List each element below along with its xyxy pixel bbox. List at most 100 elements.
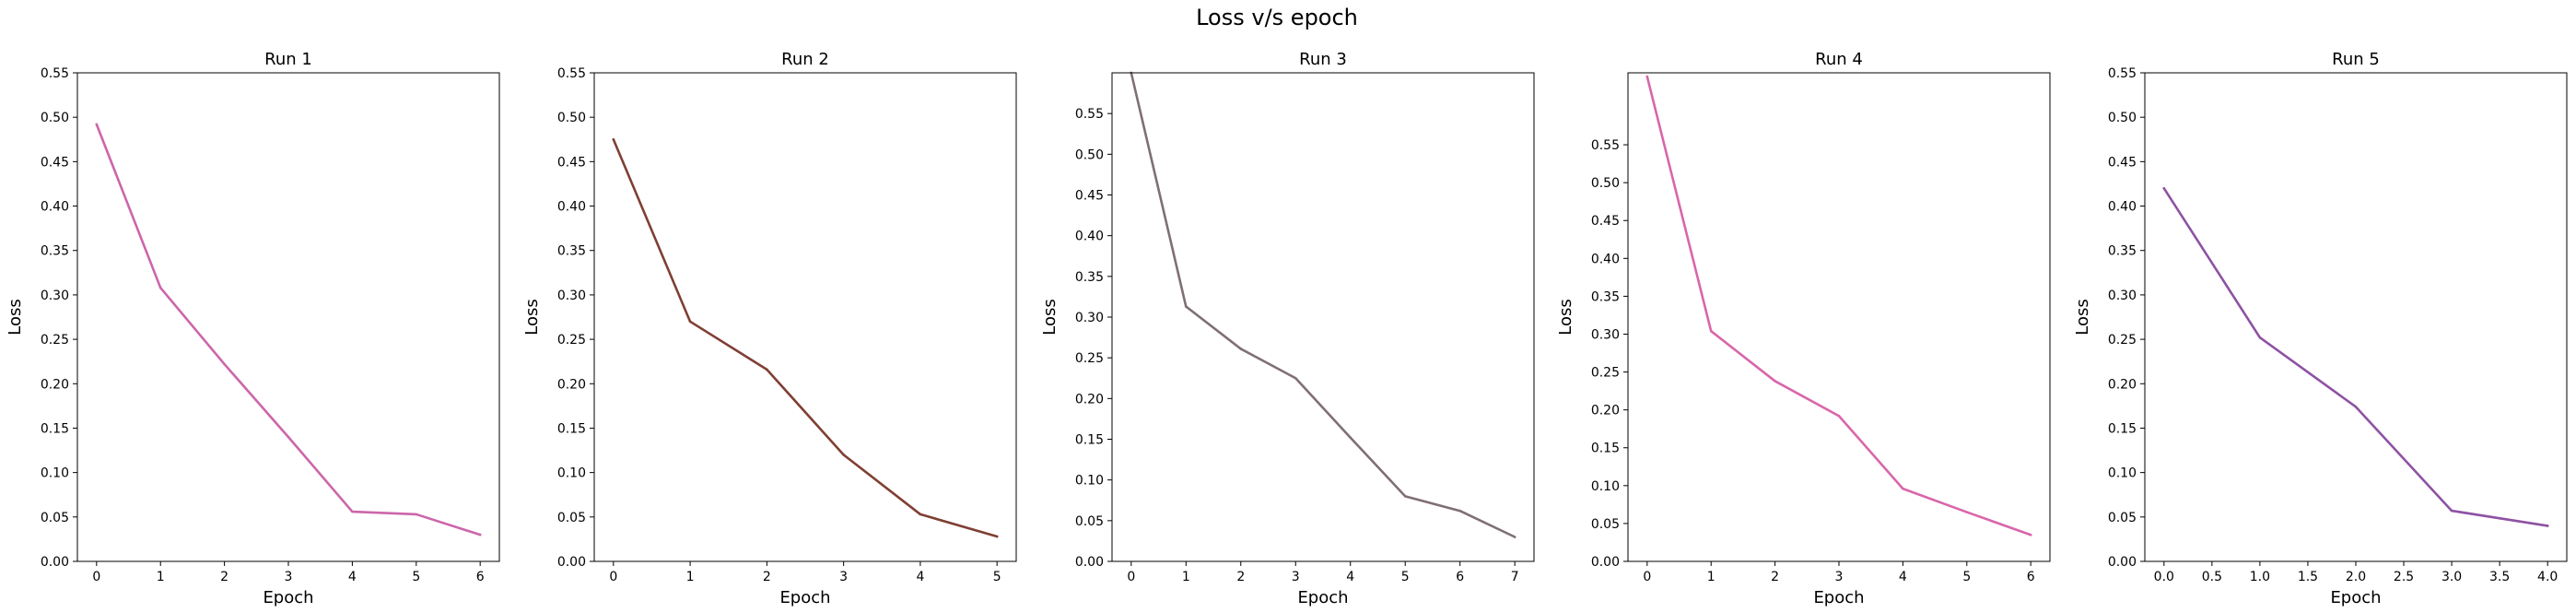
y-tick-label: 0.35 [41, 244, 69, 259]
x-tick-label: 3 [1292, 570, 1300, 584]
y-tick-label: 0.25 [41, 333, 69, 348]
data-point [766, 368, 768, 371]
data-point [1458, 509, 1462, 513]
y-tick-label: 0.20 [41, 377, 69, 392]
y-tick-label: 0.10 [557, 466, 586, 481]
loss-series-line [612, 137, 999, 538]
x-tick-label: 2 [220, 570, 228, 584]
y-tick-label: 0.10 [41, 466, 69, 481]
data-point [842, 454, 845, 456]
y-tick-label: 0.30 [2108, 289, 2137, 303]
x-tick-label: 3 [285, 570, 293, 584]
data-point [287, 435, 290, 439]
data-point [2546, 525, 2549, 527]
y-tick-label: 0.45 [557, 155, 586, 170]
axes-frame [593, 72, 1017, 562]
x-axis-label: Epoch [1297, 588, 1348, 607]
y-tick-label: 0.20 [1075, 392, 1104, 407]
y-tick-label: 0.35 [1075, 270, 1104, 285]
y-tick-label: 0.40 [41, 200, 69, 215]
y-tick-label: 0.15 [41, 421, 69, 436]
x-tick-label: 2 [1771, 570, 1779, 584]
y-tick-label: 0.50 [2108, 111, 2137, 125]
figure-title: Loss v/s epoch [1196, 5, 1358, 30]
y-tick-label: 0.45 [41, 155, 69, 170]
data-point [1294, 376, 1297, 380]
data-point [688, 320, 692, 324]
y-tick-label: 0.10 [2108, 466, 2137, 481]
y-tick-label: 0.40 [557, 200, 586, 215]
y-tick-label: 0.00 [1591, 555, 1620, 570]
subplot-run-3: Run 3 0.00 0.05 0.10 0.15 0.20 0.25 0.30 0.35 0.4… [1040, 50, 1535, 607]
y-tick-label: 0.40 [1591, 252, 1620, 266]
x-axis-label: Epoch [263, 588, 313, 607]
data-point [351, 510, 354, 513]
x-tick-label: 5 [993, 570, 1001, 584]
y-tick-label: 0.05 [557, 511, 586, 525]
x-tick-label: 3.5 [2489, 570, 2510, 584]
data-point [2450, 509, 2453, 513]
x-tick-label: 2.0 [2346, 570, 2366, 584]
data-point [995, 535, 999, 538]
x-axis-label: Epoch [2330, 588, 2381, 607]
data-point [2258, 336, 2262, 339]
y-tick-label: 0.55 [2108, 66, 2137, 81]
data-point [612, 137, 615, 141]
data-point [95, 123, 99, 126]
x-tick-label: 3 [1835, 570, 1844, 584]
y-axis-label: Loss [1556, 299, 1575, 335]
subplot-run-4: Run 4 0.00 0.05 0.10 0.15 0.20 0.25 0.30 0.35 0.4… [1556, 50, 2051, 607]
axes-frame [2144, 72, 2568, 562]
data-point [1403, 495, 1407, 498]
y-tick-label: 0.15 [557, 421, 586, 436]
data-point [1513, 536, 1516, 538]
y-tick-label: 0.15 [1591, 442, 1620, 456]
x-tick-label: 2 [1236, 570, 1245, 584]
y-tick-label: 0.35 [1591, 289, 1620, 304]
y-tick-label: 0.10 [1075, 474, 1104, 489]
x-tick-label: 4 [1899, 570, 1907, 584]
y-tick-label: 0.45 [1075, 189, 1104, 204]
y-tick-label: 0.55 [1591, 138, 1620, 153]
y-tick-label: 0.45 [1591, 214, 1620, 229]
x-tick-label: 6 [1456, 570, 1464, 584]
y-tick-label: 0.20 [1591, 404, 1620, 418]
x-tick-label: 0 [609, 570, 617, 584]
x-axis-label: Epoch [1813, 588, 1864, 607]
subplot-title: Run 4 [1815, 50, 1863, 69]
x-tick-label: 4 [916, 570, 924, 584]
x-tick-label: 5 [1962, 570, 1971, 584]
y-axis-label: Loss [522, 299, 542, 335]
subplots: Run 1 0.00 0.05 0.10 0.15 0.20 0.25 0.30 0.35 0.4… [6, 50, 2568, 607]
y-tick-label: 0.10 [1591, 479, 1620, 494]
y-tick-label: 0.50 [557, 111, 586, 125]
x-tick-label: 1.5 [2298, 570, 2318, 584]
data-point [1774, 380, 1776, 383]
x-tick-label: 7 [1511, 570, 1519, 584]
x-tick-label: 0 [92, 570, 100, 584]
data-point [158, 286, 162, 289]
x-tick-label: 2 [763, 570, 771, 584]
y-tick-label: 0.55 [41, 66, 69, 81]
data-point [415, 513, 418, 516]
x-tick-label: 4 [1346, 570, 1354, 584]
y-axis-label: Loss [2073, 299, 2092, 335]
y-tick-label: 0.55 [557, 66, 586, 81]
y-tick-label: 0.00 [41, 555, 69, 570]
y-tick-label: 0.30 [557, 289, 586, 303]
x-tick-label: 4 [348, 570, 357, 584]
y-tick-label: 0.05 [1075, 514, 1104, 529]
y-tick-label: 0.25 [1075, 351, 1104, 366]
y-axis-label: Loss [1040, 299, 1060, 335]
x-tick-label: 5 [1401, 570, 1410, 584]
y-axis-label: Loss [6, 299, 25, 335]
y-tick-label: 0.05 [41, 511, 69, 525]
x-tick-label: 1 [1707, 570, 1715, 584]
y-tick-label: 0.00 [557, 555, 586, 570]
data-point [1709, 329, 1713, 333]
subplot-title: Run 1 [264, 50, 312, 69]
y-tick-label: 0.15 [1075, 433, 1104, 448]
x-tick-label: 1 [157, 570, 165, 584]
data-point [919, 513, 922, 516]
